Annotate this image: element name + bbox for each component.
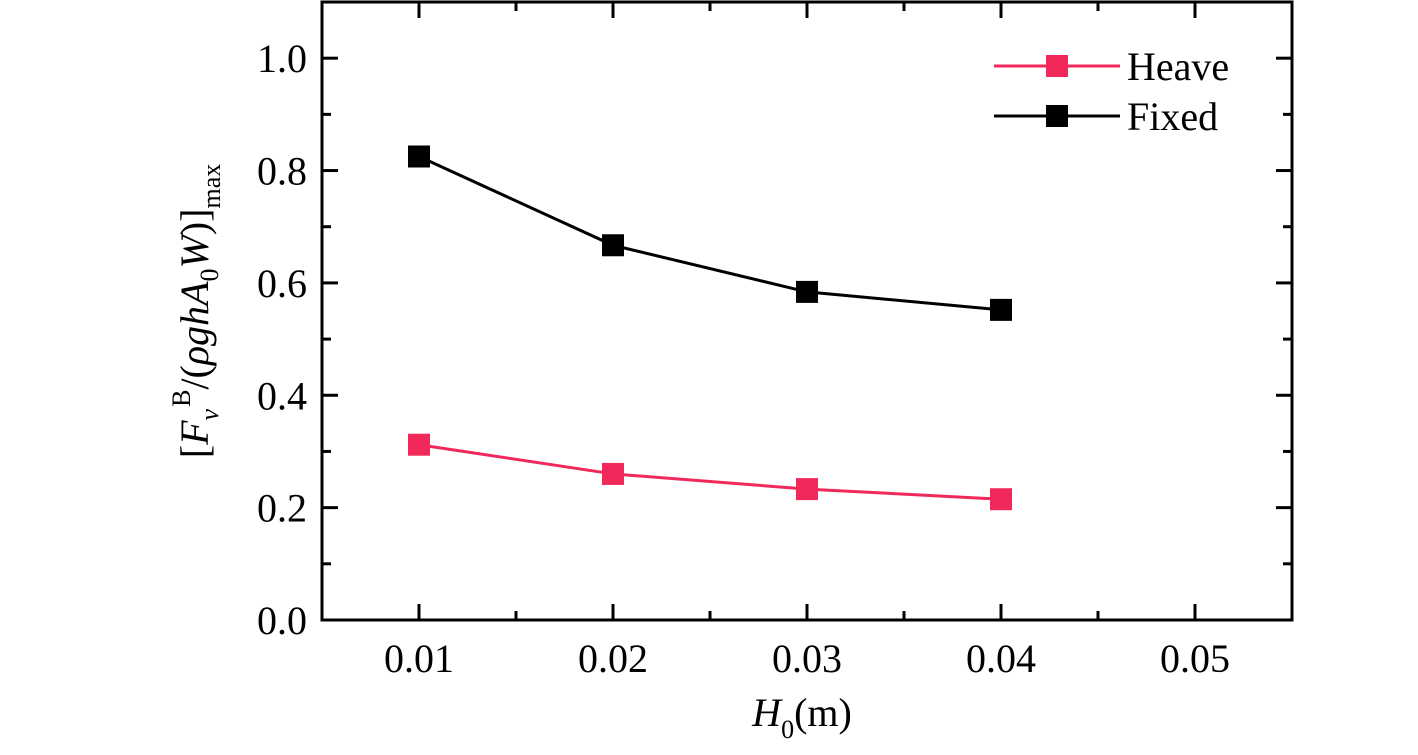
fixed-marker xyxy=(408,145,430,168)
y-tick-label: 0.0 xyxy=(257,598,307,643)
x-axis-label: H0(m) xyxy=(751,690,852,744)
x-tick-label: 0.02 xyxy=(578,636,648,681)
y-axis-label: [FvB/(ρghA0W)]max xyxy=(167,164,226,458)
heave-marker xyxy=(796,478,818,501)
y-tick-label: 0.8 xyxy=(257,149,307,194)
legend-fixed-label: Fixed xyxy=(1127,94,1218,139)
plot-frame xyxy=(320,0,1294,622)
x-tick-label: 0.01 xyxy=(384,636,454,681)
heave-marker xyxy=(990,488,1012,511)
y-tick-label: 0.6 xyxy=(257,261,307,306)
heave-line xyxy=(418,443,1002,501)
x-tick-label: 0.03 xyxy=(772,636,842,681)
legend-fixed-marker xyxy=(1046,105,1068,127)
y-tick-label: 0.4 xyxy=(257,373,307,418)
y-tick-label: 1.0 xyxy=(257,36,307,81)
x-tick-label: 0.04 xyxy=(966,636,1036,681)
legend-heave-label: Heave xyxy=(1127,44,1229,89)
y-tick-label: 0.2 xyxy=(257,486,307,531)
legend: Heave Fixed xyxy=(994,44,1229,139)
fixed-marker xyxy=(990,298,1012,321)
x-tick-label: 0.05 xyxy=(1160,636,1230,681)
legend-heave-marker xyxy=(1046,55,1068,77)
tick-labels: 0.01 0.02 0.03 0.04 0.05 0.0 0.2 0.4 0.6 0.8 1.0 xyxy=(257,36,1230,681)
fixed-marker xyxy=(602,234,624,257)
fixed-marker xyxy=(796,280,818,303)
series-layer xyxy=(408,145,1012,511)
heave-marker xyxy=(602,462,624,485)
heave-marker xyxy=(408,433,430,456)
fixed-line xyxy=(418,155,1002,312)
